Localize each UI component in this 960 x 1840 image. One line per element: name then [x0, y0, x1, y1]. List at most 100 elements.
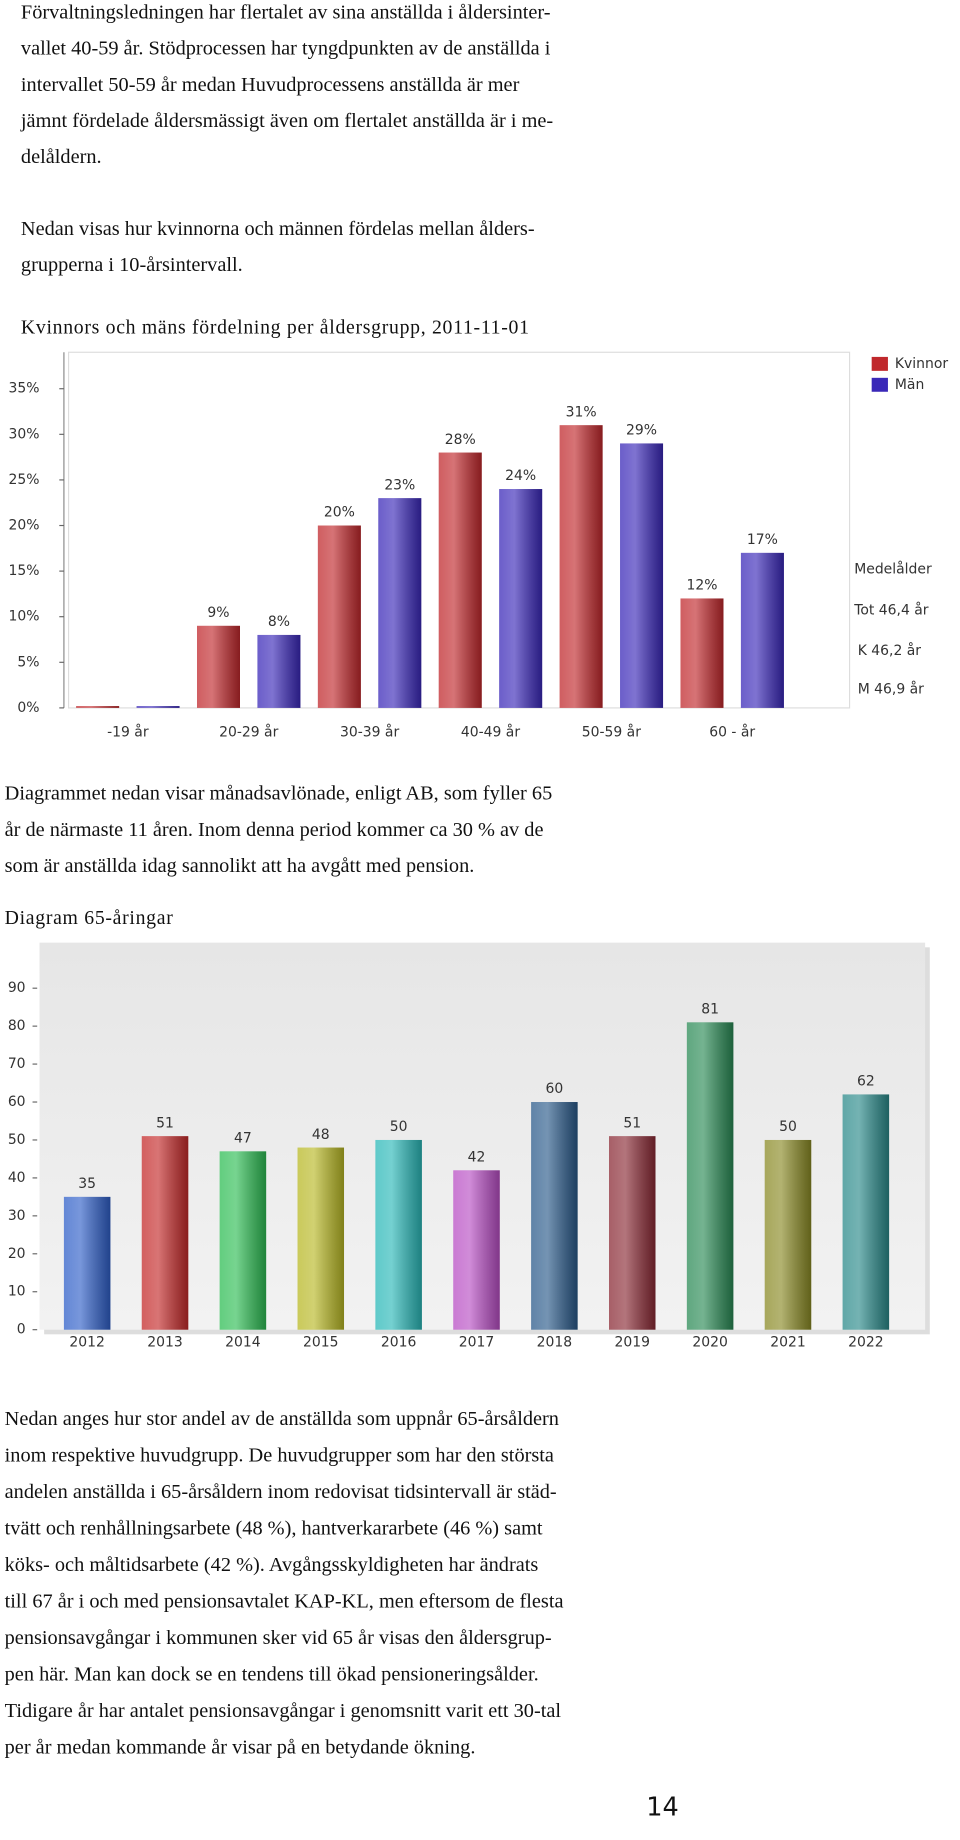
x-tick-label: 2021 [770, 1334, 805, 1350]
bar-shine [764, 1139, 812, 1330]
bar-shine [499, 489, 543, 708]
y-tick-label: 90 [8, 980, 26, 996]
paragraph-line: andelen anställda i 65-årsåldern inom re… [5, 1481, 557, 1503]
paragraph-line: köks- och måltidsarbete (42 %). Avgångss… [5, 1554, 539, 1576]
y-tick-label: 70 [8, 1056, 26, 1072]
data-label: 12% [686, 578, 717, 594]
bar-shine [378, 498, 422, 708]
y-tick-label: 30% [9, 426, 40, 442]
x-tick-label: 2019 [615, 1334, 650, 1350]
x-tick-label: 2015 [303, 1334, 338, 1350]
bar-shine [620, 443, 664, 708]
legend-label: Män [895, 377, 924, 393]
y-tick-label: 25% [9, 472, 40, 488]
data-label: 51 [623, 1115, 641, 1131]
data-label: 24% [505, 468, 536, 484]
bar-shine [141, 1136, 189, 1330]
data-label: 42 [468, 1150, 486, 1166]
y-tick-label: 20% [9, 518, 40, 534]
data-label: 20% [324, 505, 355, 521]
paragraph-line: intervallet 50-59 år medan Huvudprocesse… [21, 74, 520, 96]
paragraph-line: till 67 år i och med pensionsavtalet KAP… [5, 1590, 564, 1612]
y-tick-label: 35% [9, 381, 40, 397]
x-tick-label: 2014 [225, 1334, 261, 1350]
x-tick-label: 2017 [459, 1334, 494, 1350]
data-label: 48 [312, 1127, 330, 1143]
annotation: Medelålder [854, 561, 932, 578]
x-tick-label: 2022 [848, 1334, 883, 1350]
paragraph-line: Nedan anges hur stor andel av de anställ… [5, 1408, 559, 1430]
data-label: 35 [78, 1176, 96, 1192]
bar-shine [257, 634, 301, 708]
bar-shine [317, 525, 361, 708]
x-tick-label: 2016 [381, 1334, 416, 1350]
bar-shine [531, 1102, 578, 1330]
legend-swatch [871, 356, 888, 371]
y-tick-label: 5% [17, 654, 39, 670]
legend-swatch [871, 377, 888, 392]
x-tick-label: -19 år [107, 723, 149, 740]
y-tick-label: 50 [8, 1132, 26, 1148]
bar-shine [375, 1139, 422, 1330]
y-tick-label: 40 [8, 1170, 26, 1186]
data-label: 23% [384, 477, 415, 493]
paragraph-line: som är anställda idag sannolikt att ha a… [5, 855, 475, 877]
paragraph-line: grupperna i 10-årsintervall. [21, 254, 243, 276]
paragraph-line: tvätt och renhållningsarbete (48 %), han… [5, 1517, 543, 1539]
page-number: 14 [646, 1793, 679, 1823]
bar-shine [76, 706, 120, 708]
bar-shine [438, 452, 482, 708]
x-tick-label: 2013 [147, 1334, 182, 1350]
data-label: 47 [234, 1131, 252, 1147]
y-tick-label: 20 [8, 1246, 26, 1262]
bar-shine [196, 625, 240, 708]
x-tick-label: 50-59 år [582, 723, 641, 740]
data-label: 8% [268, 614, 290, 630]
x-tick-label: 60 - år [709, 723, 755, 740]
x-tick-label: 2018 [537, 1334, 572, 1350]
data-label: 60 [546, 1081, 564, 1097]
data-label: 62 [857, 1074, 875, 1090]
annotation: Tot 46,4 år [853, 601, 929, 618]
y-tick-label: 80 [8, 1018, 26, 1034]
bar-shine [680, 598, 724, 708]
paragraph-line: per år medan kommande år visar på en bet… [5, 1736, 476, 1758]
bar-shine [63, 1196, 111, 1330]
data-label: 51 [156, 1115, 174, 1131]
data-label: 31% [566, 404, 597, 420]
paragraph-line: Förvaltningsledningen har flertalet av s… [21, 2, 551, 24]
bar-shine [219, 1151, 267, 1330]
data-label: 17% [747, 532, 778, 548]
data-label: 29% [626, 423, 657, 439]
x-tick-label: 40-49 år [461, 723, 520, 740]
chart-title: Diagram 65-åringar [5, 907, 174, 929]
bar-shine [136, 706, 180, 708]
paragraph-line: Tidigare år har antalet pensionsavgångar… [5, 1700, 562, 1722]
annotation: K 46,2 år [858, 642, 922, 659]
annotation: M 46,9 år [858, 680, 924, 697]
paragraph-line: Diagrammet nedan visar månadsavlönade, e… [5, 783, 553, 805]
y-tick-label: 0 [17, 1322, 26, 1338]
bar-shine [559, 425, 603, 708]
bar-shine [453, 1170, 500, 1330]
y-tick-label: 10 [8, 1284, 26, 1300]
data-label: 81 [701, 1002, 719, 1018]
y-tick-label: 0% [17, 700, 39, 716]
legend-label: Kvinnor [895, 356, 948, 372]
paragraph-line: inom respektive huvudgrupp. De huvudgrup… [5, 1445, 554, 1467]
paragraph-line: Nedan visas hur kvinnorna och männen för… [21, 218, 535, 240]
y-tick-label: 60 [8, 1094, 26, 1110]
bar-shine [297, 1147, 345, 1330]
bar-shine [842, 1094, 890, 1330]
data-label: 28% [445, 432, 476, 448]
data-label: 50 [390, 1119, 408, 1135]
x-tick-label: 2012 [69, 1334, 104, 1350]
y-tick-label: 15% [9, 563, 40, 579]
paragraph-line: delåldern. [21, 146, 102, 168]
data-label: 50 [779, 1119, 797, 1135]
bar-shine [740, 552, 784, 708]
paragraph-line: pen här. Man kan dock se en tendens till… [5, 1663, 539, 1685]
paragraph-line: vallet 40-59 år. Stödprocessen har tyngd… [21, 38, 551, 60]
x-tick-label: 2020 [692, 1334, 727, 1350]
bar-shine [686, 1022, 734, 1330]
